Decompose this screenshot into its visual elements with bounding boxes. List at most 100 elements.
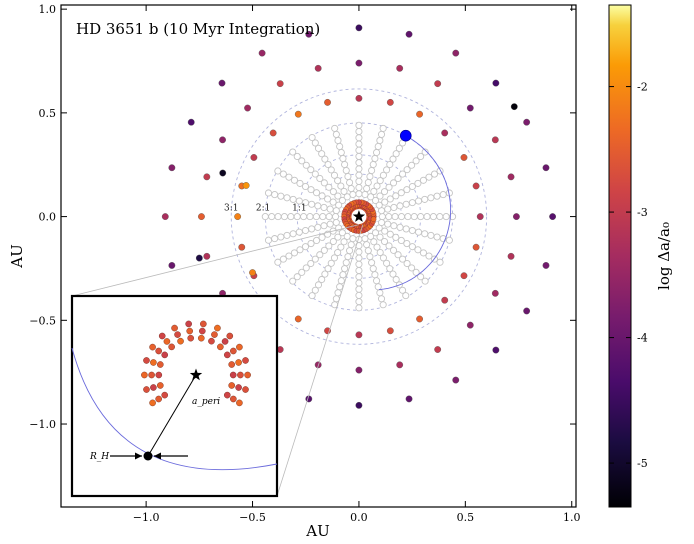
stable-particle bbox=[379, 124, 387, 132]
stable-particle bbox=[285, 173, 293, 181]
unstable-particle bbox=[294, 110, 302, 118]
unstable-particle bbox=[466, 104, 474, 112]
unstable-particle bbox=[492, 346, 500, 354]
stable-particle bbox=[427, 194, 435, 202]
stable-particle bbox=[377, 218, 386, 227]
inset-particle bbox=[171, 324, 178, 332]
inset-particle bbox=[177, 337, 184, 345]
inset-orbit bbox=[71, 347, 278, 471]
hill-radius-label: R_H bbox=[89, 452, 109, 462]
stable-particle bbox=[337, 148, 345, 157]
unstable-particle bbox=[203, 252, 211, 260]
stable-particle bbox=[376, 177, 384, 185]
stable-particle bbox=[370, 238, 378, 246]
hill-arrowhead bbox=[135, 452, 142, 460]
inset-particle bbox=[155, 371, 163, 379]
stable-particle bbox=[311, 139, 319, 147]
stable-particle bbox=[337, 182, 345, 190]
stable-particle bbox=[383, 259, 391, 267]
unstable-particle bbox=[472, 243, 480, 251]
unstable-particle bbox=[405, 395, 413, 403]
inset-particle bbox=[185, 320, 192, 328]
colorbar-tick-label: -2 bbox=[637, 81, 648, 94]
unstable-particle bbox=[355, 401, 363, 409]
stable-particle bbox=[316, 251, 324, 259]
unstable-particle bbox=[386, 327, 394, 335]
stable-particle bbox=[369, 265, 377, 273]
stable-particle bbox=[337, 243, 345, 251]
stable-particle bbox=[308, 292, 316, 300]
stable-particle bbox=[338, 196, 346, 205]
stable-particle bbox=[293, 273, 301, 281]
stable-particle bbox=[318, 192, 326, 200]
stable-particle bbox=[390, 203, 398, 212]
unstable-particle bbox=[460, 272, 468, 280]
stable-particle bbox=[274, 258, 282, 266]
stable-particle bbox=[277, 233, 285, 241]
unstable-particle bbox=[269, 129, 277, 137]
inner-ring-particle bbox=[370, 216, 377, 222]
stable-particle bbox=[355, 127, 363, 136]
zoom-connector bbox=[276, 224, 364, 497]
stable-particle bbox=[373, 182, 381, 190]
stable-particle bbox=[261, 213, 269, 221]
stable-particle bbox=[336, 142, 344, 151]
stable-particle bbox=[342, 259, 350, 267]
inset-particle bbox=[199, 327, 206, 335]
stable-particle bbox=[371, 271, 379, 279]
stable-particle bbox=[330, 171, 339, 179]
stable-particle bbox=[368, 259, 376, 267]
inset-particle bbox=[158, 332, 166, 340]
stable-particle bbox=[296, 179, 304, 187]
stable-particle bbox=[287, 213, 295, 221]
inset-particle bbox=[236, 343, 243, 351]
stable-particle bbox=[355, 254, 363, 262]
inset-particle bbox=[174, 331, 181, 338]
stable-particle bbox=[419, 176, 427, 184]
zoom-connector bbox=[71, 224, 360, 297]
reference-circle bbox=[230, 88, 488, 345]
plot-content: 3:1 2:1 1:1 bbox=[161, 24, 556, 409]
stable-particle bbox=[355, 152, 363, 160]
stable-particle bbox=[326, 205, 334, 213]
unstable-particle bbox=[355, 366, 363, 374]
stable-particle bbox=[324, 195, 332, 203]
x-tick-label: 0.0 bbox=[350, 511, 368, 524]
chart-title: HD 3651 b (10 Myr Integration) bbox=[76, 20, 320, 38]
stable-particle bbox=[363, 241, 371, 249]
stable-particle bbox=[417, 273, 425, 281]
unstable-particle bbox=[466, 321, 474, 329]
stable-particle bbox=[396, 202, 404, 210]
unstable-particle bbox=[234, 213, 242, 220]
inset-particle bbox=[149, 399, 156, 407]
stable-particle bbox=[271, 191, 279, 199]
hill-arrowhead bbox=[154, 452, 161, 460]
stable-particle bbox=[394, 251, 402, 259]
stable-particle bbox=[376, 289, 384, 297]
stable-particle bbox=[425, 173, 433, 181]
unstable-particle bbox=[198, 213, 205, 220]
stable-particle bbox=[355, 291, 363, 299]
stable-particle bbox=[417, 152, 425, 160]
stable-particle bbox=[355, 260, 363, 268]
stable-particle bbox=[403, 259, 411, 268]
x-tick-label: 0.5 bbox=[457, 511, 475, 524]
inset-particle bbox=[168, 343, 175, 351]
inset-particle bbox=[230, 347, 237, 355]
stable-particle bbox=[361, 190, 369, 199]
stable-particle bbox=[285, 252, 293, 260]
inset-star-marker bbox=[189, 368, 203, 381]
stable-particle bbox=[371, 229, 380, 237]
stable-particle bbox=[312, 189, 321, 197]
stable-particle bbox=[368, 166, 376, 175]
stable-particle bbox=[392, 192, 400, 200]
stable-particle bbox=[319, 213, 327, 221]
stable-particle bbox=[402, 225, 410, 233]
stable-particle bbox=[331, 213, 340, 221]
stable-particle bbox=[377, 130, 386, 138]
stable-particle bbox=[279, 255, 287, 263]
unstable-particle bbox=[507, 252, 515, 260]
stable-particle bbox=[343, 193, 351, 201]
stable-particle bbox=[412, 157, 420, 165]
